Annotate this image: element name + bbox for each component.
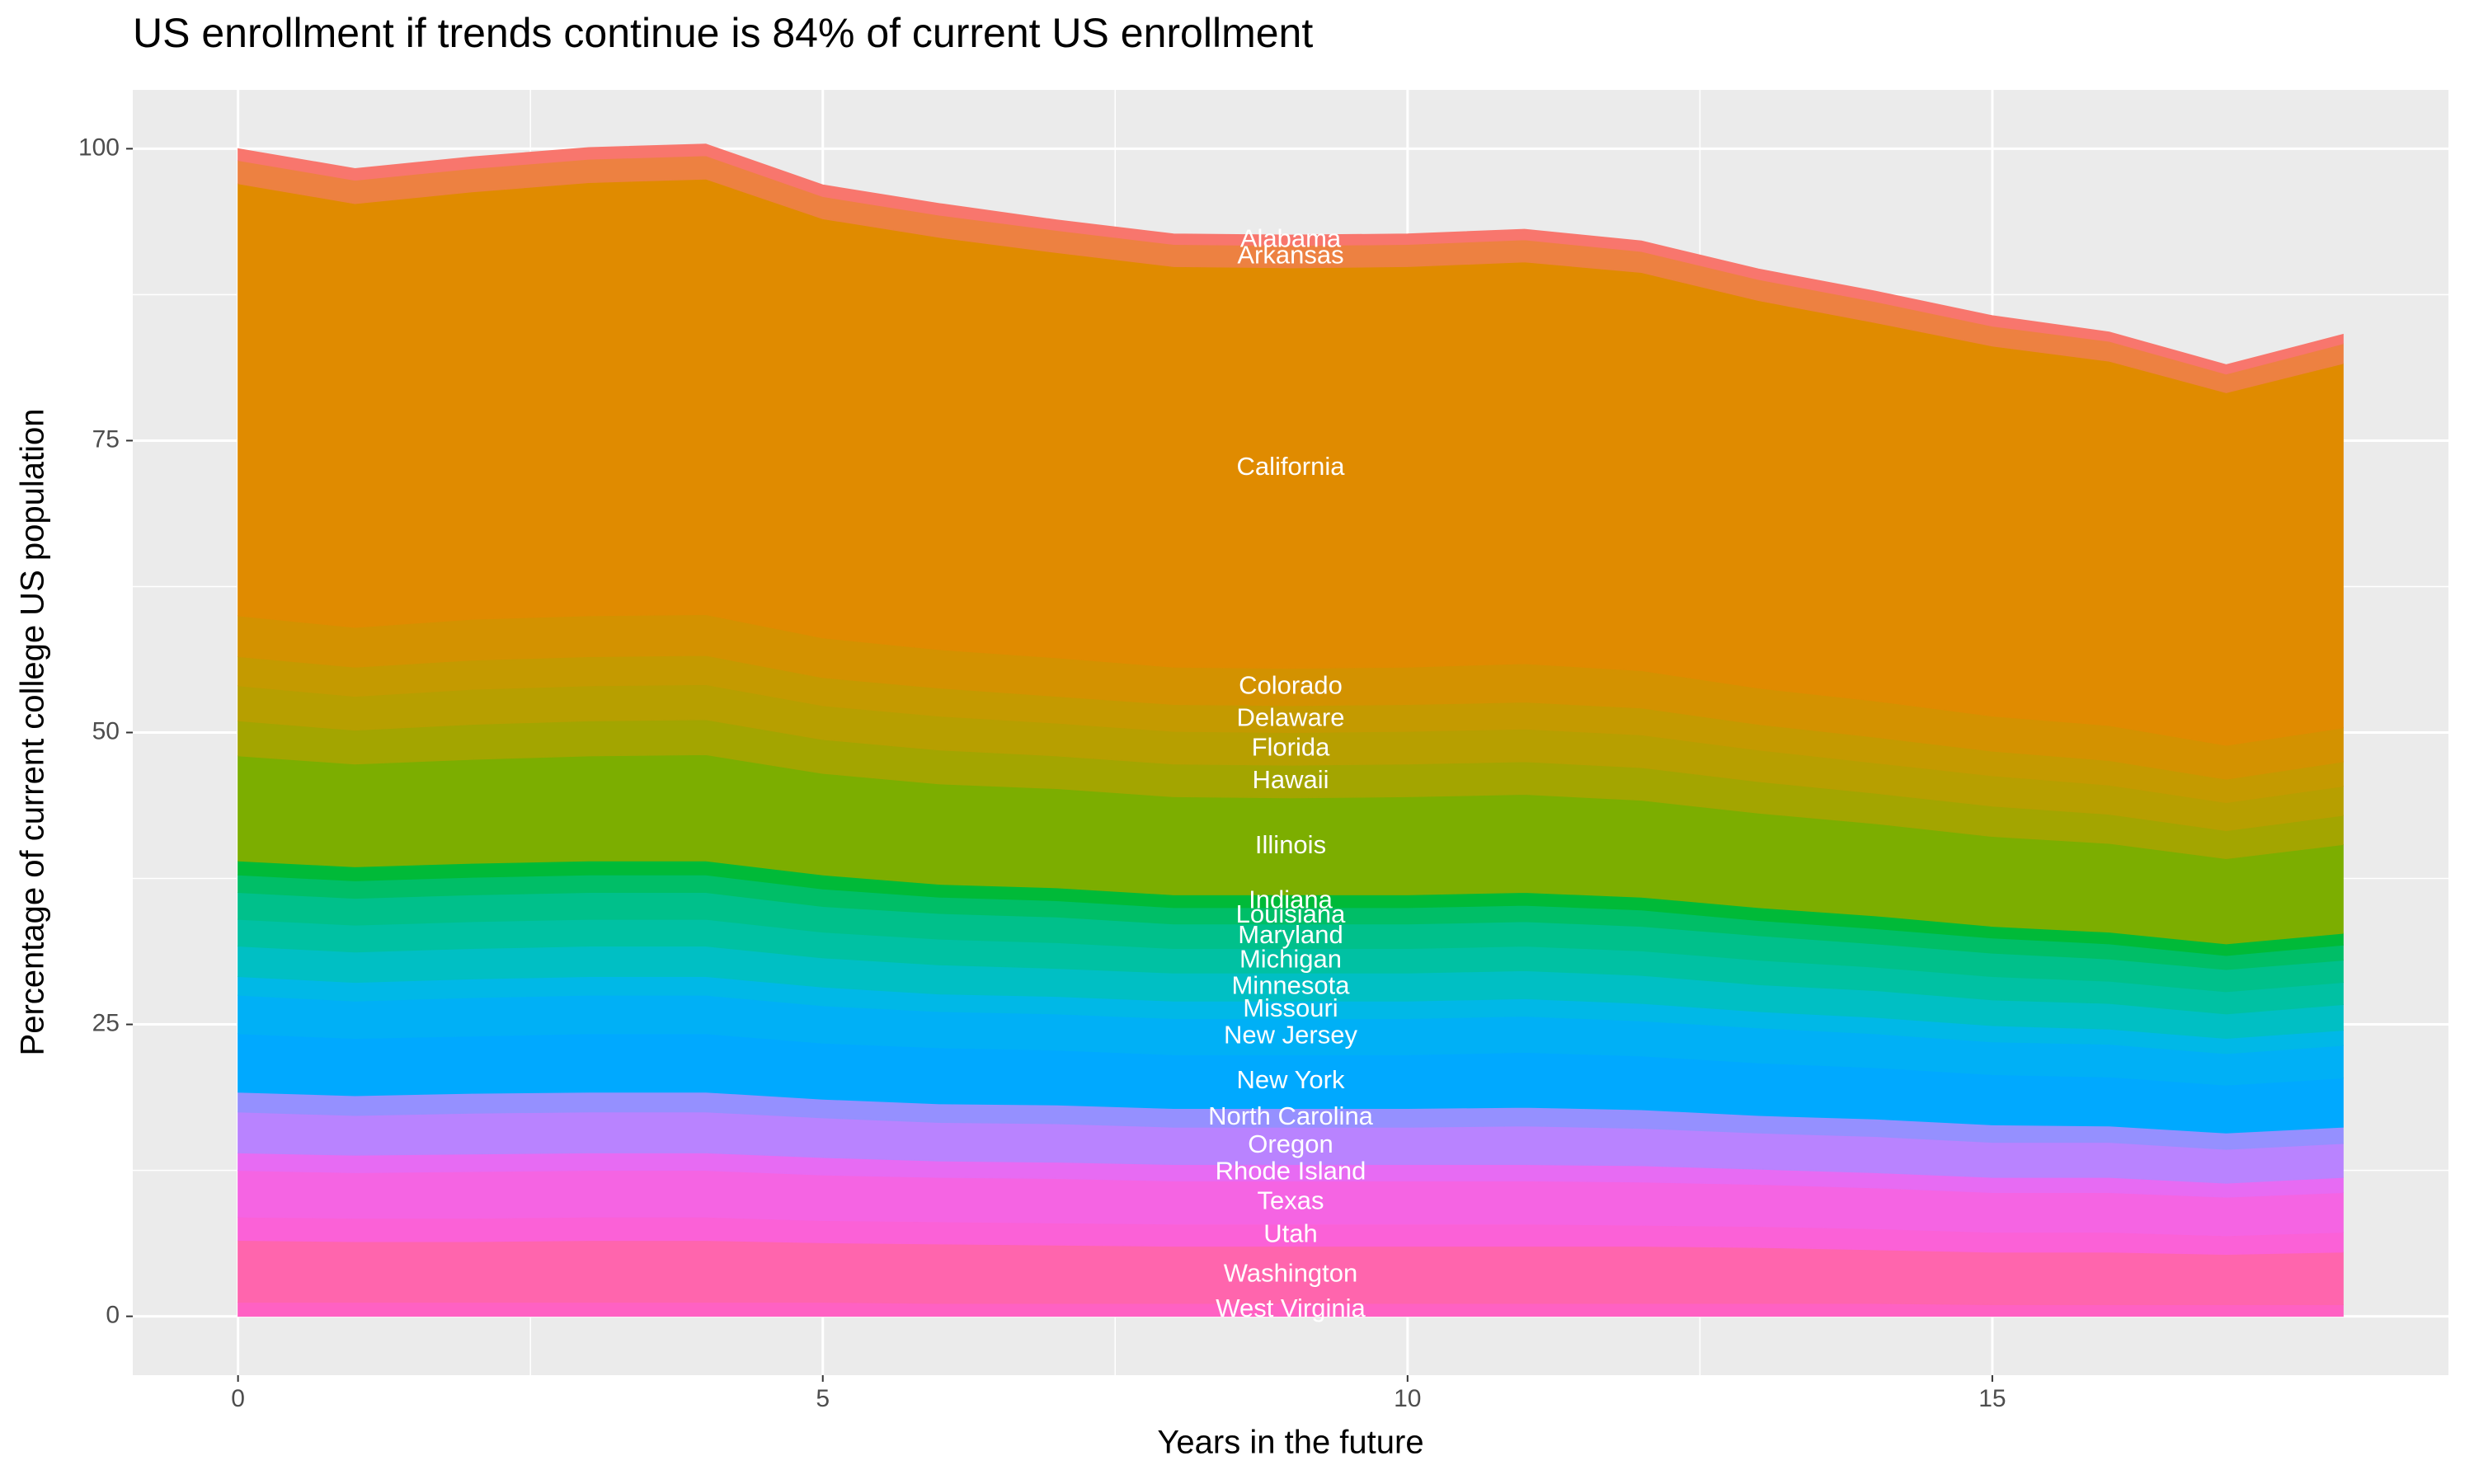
- x-axis-title: Years in the future: [1157, 1425, 1423, 1461]
- x-tick-label: 5: [816, 1385, 830, 1412]
- area-label: New York: [1237, 1065, 1345, 1094]
- y-tick-label: 0: [106, 1302, 120, 1329]
- x-tick-label: 0: [231, 1385, 245, 1412]
- area-label: Louisiana: [1236, 899, 1346, 928]
- area-label: Oregon: [1248, 1129, 1333, 1158]
- y-axis-title: Percentage of current college US populat…: [15, 409, 51, 1056]
- area-label: Maryland: [1238, 920, 1343, 949]
- y-tick-label: 100: [78, 134, 120, 161]
- areas: [238, 143, 2344, 1317]
- y-tick-label: 75: [92, 425, 120, 453]
- area-label: Hawaii: [1252, 765, 1329, 794]
- x-tick-label: 15: [1978, 1385, 2006, 1412]
- area-label: West Virginia: [1216, 1294, 1366, 1322]
- area-label: New Jersey: [1224, 1021, 1357, 1050]
- area-label: Colorado: [1239, 670, 1343, 699]
- area-label: Delaware: [1237, 702, 1345, 731]
- y-tick-label: 25: [92, 1009, 120, 1036]
- area-label: Michigan: [1239, 945, 1342, 974]
- area-label: California: [1237, 452, 1346, 481]
- axes: 0 25 50 75 100 0 5 10 15: [78, 134, 2006, 1412]
- x-tick-label: 10: [1394, 1385, 1421, 1412]
- area: [238, 143, 2344, 375]
- area-label: Minnesota: [1231, 970, 1350, 999]
- area-label: Washington: [1224, 1259, 1358, 1288]
- area-label: Arkansas: [1237, 241, 1343, 270]
- area-label: Texas: [1258, 1186, 1324, 1215]
- area-label: Rhode Island: [1216, 1157, 1366, 1186]
- area-label: Indiana: [1249, 885, 1333, 913]
- area-label: Utah: [1263, 1219, 1317, 1247]
- area-label: Illinois: [1255, 830, 1326, 859]
- area-label: North Carolina: [1208, 1101, 1374, 1130]
- y-tick-label: 50: [92, 717, 120, 744]
- area-label: Florida: [1252, 733, 1331, 762]
- area-label: Missouri: [1243, 993, 1338, 1022]
- area-label: Alabama: [1240, 224, 1342, 253]
- chart-title: US enrollment if trends continue is 84% …: [133, 10, 1313, 56]
